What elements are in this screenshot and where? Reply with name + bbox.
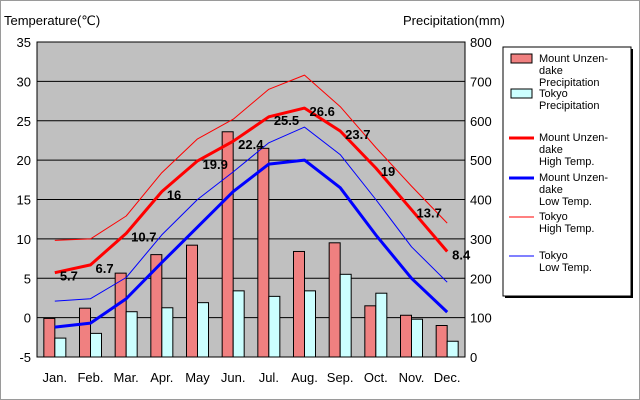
precip-bar xyxy=(375,292,388,358)
x-tick-label: Feb. xyxy=(77,370,103,385)
temp-line xyxy=(54,126,448,302)
temp-line xyxy=(54,158,449,329)
legend-label: dake xyxy=(539,144,563,156)
precip-bar xyxy=(54,337,67,358)
right-tick-label: 400 xyxy=(470,193,492,208)
legend-label: Mount Unzen- xyxy=(539,172,608,184)
data-label: 10.7 xyxy=(131,229,156,244)
x-tick-label: Apr. xyxy=(150,370,173,385)
precip-bar xyxy=(43,317,56,358)
left-tick-label: 30 xyxy=(17,74,31,89)
legend-label: High Temp. xyxy=(539,156,594,168)
precip-bar xyxy=(435,325,448,358)
data-label: 5.7 xyxy=(60,269,78,284)
data-label: 22.4 xyxy=(238,137,264,152)
data-label: 25.5 xyxy=(274,113,299,128)
left-tick-label: 25 xyxy=(17,114,31,129)
legend-label: High Temp. xyxy=(539,223,594,235)
precip-bar xyxy=(125,311,138,358)
left-tick-label: 20 xyxy=(17,153,31,168)
precip-bar xyxy=(197,302,209,358)
right-axis-title: Precipitation(mm) xyxy=(403,13,505,28)
legend-label: Tokyo xyxy=(539,211,568,223)
legend-label: dake xyxy=(539,184,563,196)
right-tick-label: 800 xyxy=(470,35,492,50)
x-tick-label: Oct. xyxy=(364,370,388,385)
data-label: 19.9 xyxy=(203,157,228,172)
x-tick-label: Aug. xyxy=(291,370,318,385)
x-tick-label: May xyxy=(185,370,210,385)
x-tick-label: Jun. xyxy=(221,370,246,385)
precip-bar xyxy=(114,272,127,358)
legend-label: Precipitation xyxy=(539,100,600,112)
precip-bar xyxy=(364,305,377,358)
legend-label: Mount Unzen- xyxy=(539,132,608,144)
left-axis-title: Temperature(℃) xyxy=(4,13,100,28)
precip-bar xyxy=(328,242,341,358)
left-tick-label: 0 xyxy=(24,311,31,326)
right-tick-label: 700 xyxy=(470,74,492,89)
right-tick-label: 0 xyxy=(470,350,477,365)
data-label: 13.7 xyxy=(417,206,442,221)
left-tick-label: 10 xyxy=(17,232,31,247)
x-tick-label: Jul. xyxy=(259,370,279,385)
right-tick-label: 500 xyxy=(470,153,492,168)
left-tick-label: 35 xyxy=(17,35,31,50)
right-tick-label: 200 xyxy=(470,271,492,286)
right-tick-label: 100 xyxy=(470,311,492,326)
precip-bar xyxy=(186,244,198,358)
x-tick-label: Nov. xyxy=(399,370,425,385)
data-label: 16 xyxy=(167,188,181,203)
left-tick-label: -5 xyxy=(19,350,31,365)
legend-swatch xyxy=(510,88,533,99)
precip-bar xyxy=(268,295,281,358)
precip-bar xyxy=(411,318,423,358)
legend-swatch xyxy=(510,53,533,64)
legend-label: Mount Unzen- xyxy=(539,53,608,65)
precip-bar xyxy=(257,147,270,358)
legend-label: Low Temp. xyxy=(539,196,592,208)
left-tick-label: 5 xyxy=(24,271,31,286)
plot-border xyxy=(36,41,466,358)
precip-bar xyxy=(79,307,91,358)
temp-line xyxy=(54,74,448,241)
x-tick-label: Dec. xyxy=(434,370,461,385)
legend-label: Tokyo xyxy=(539,88,568,100)
precip-bar xyxy=(90,332,102,358)
right-tick-label: 300 xyxy=(470,232,492,247)
precip-bar xyxy=(400,314,412,358)
precip-bar xyxy=(232,290,245,358)
data-label: 19 xyxy=(381,164,395,179)
right-tick-label: 600 xyxy=(470,114,492,129)
precip-bar xyxy=(161,307,174,358)
precip-bar xyxy=(446,340,459,358)
x-tick-label: Sep. xyxy=(327,370,354,385)
legend-label: Low Temp. xyxy=(539,262,592,274)
precip-bar xyxy=(339,273,352,358)
legend-label: Precipitation xyxy=(539,77,600,89)
data-label: 23.7 xyxy=(345,127,370,142)
data-label: 26.6 xyxy=(310,104,335,119)
legend-label: dake xyxy=(539,65,563,77)
left-tick-label: 15 xyxy=(17,193,31,208)
x-tick-label: Mar. xyxy=(114,370,139,385)
data-label: 8.4 xyxy=(452,247,471,262)
x-tick-label: Jan. xyxy=(43,370,68,385)
legend-label: Tokyo xyxy=(539,250,568,262)
precip-bar xyxy=(304,290,316,358)
precip-bar xyxy=(293,250,305,358)
data-label: 6.7 xyxy=(96,261,114,276)
temp-line xyxy=(54,106,449,275)
